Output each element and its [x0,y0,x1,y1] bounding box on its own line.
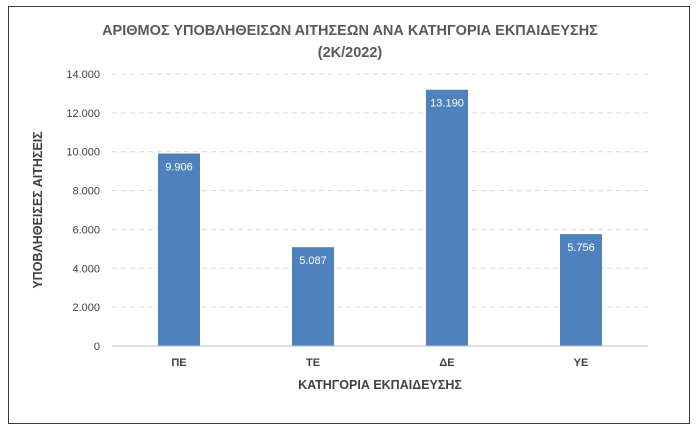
data-label: 5.756 [567,242,595,254]
y-tick-label: 10.000 [66,147,100,159]
y-tick-label: 2.000 [72,302,100,314]
x-tick-label: ΔΕ [439,357,454,369]
chart-title-block: ΑΡΙΘΜΟΣ ΥΠΟΒΛΗΘΕΙΣΩΝ ΑΙΤΗΣΕΩΝ ΑΝΑ ΚΑΤΗΓΟ… [0,20,700,64]
bar-2 [292,247,334,346]
bar-3 [426,89,468,346]
y-tick-label: 8.000 [72,186,100,198]
data-label: 9.906 [165,162,193,174]
x-axis-title: ΚΑΤΗΓΟΡΙΑ ΕΚΠΑΙΔΕΥΣΗΣ [298,378,462,392]
x-tick-label: ΥΕ [574,357,589,369]
x-tick-label: ΤΕ [306,357,320,369]
y-tick-label: 14.000 [66,69,100,81]
chart-title: ΑΡΙΘΜΟΣ ΥΠΟΒΛΗΘΕΙΣΩΝ ΑΙΤΗΣΕΩΝ ΑΝΑ ΚΑΤΗΓΟ… [102,23,598,39]
y-tick-label: 12.000 [66,108,100,120]
chart-frame [8,6,690,424]
bars [158,89,602,346]
y-axis-title: ΥΠΟΒΛΗΘΕΙΣΕΣ ΑΙΤΗΣΕΙΣ [31,131,45,289]
bar-1 [158,153,200,346]
data-labels: 9.906 5.087 13.190 5.756 [165,98,595,267]
x-axis-ticks: ΠΕ ΤΕ ΔΕ ΥΕ [171,357,588,369]
chart-subtitle: (2Κ/2022) [317,45,383,61]
y-tick-label: 6.000 [72,224,100,236]
x-tick-label: ΠΕ [171,357,186,369]
y-tick-label: 0 [94,341,100,353]
data-label: 13.190 [430,98,464,110]
data-label: 5.087 [299,255,327,267]
y-axis-ticks: 0 2.000 4.000 6.000 8.000 10.000 12.000 14.000 [66,69,100,353]
bar-4 [560,234,602,346]
y-tick-label: 4.000 [72,263,100,275]
